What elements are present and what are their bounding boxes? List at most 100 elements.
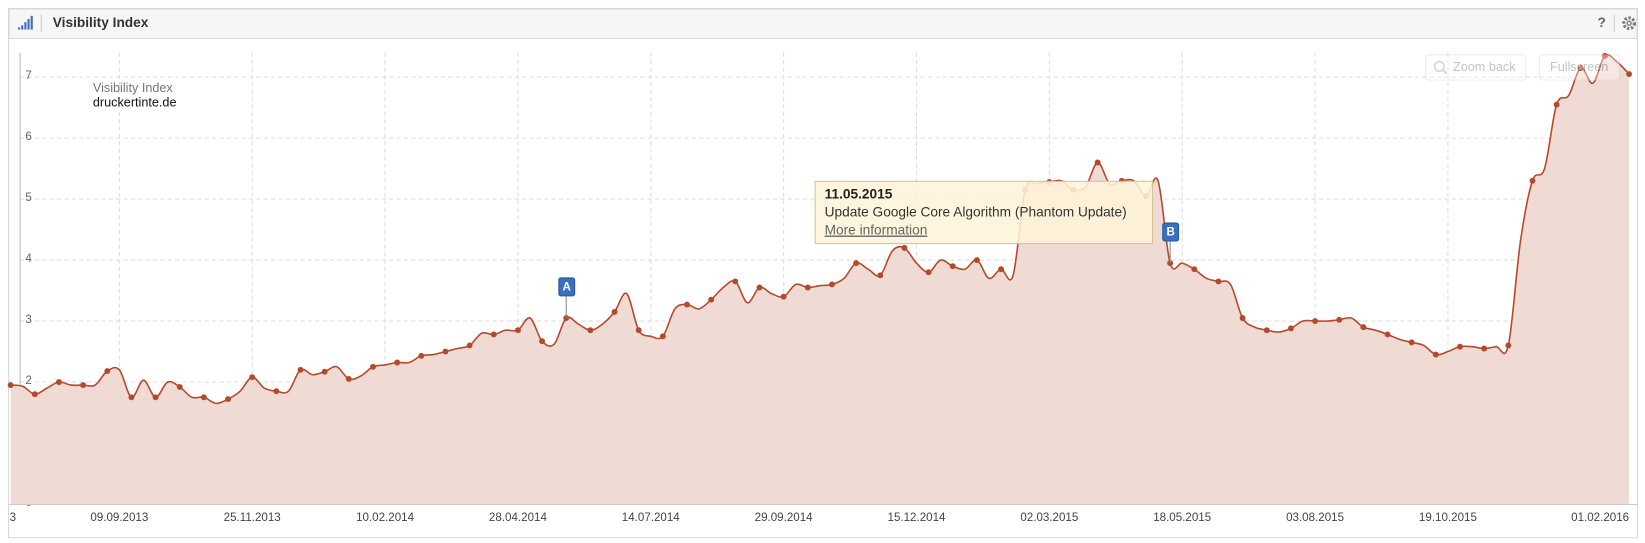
data-point <box>466 342 473 349</box>
area <box>10 54 1630 504</box>
data-point <box>1215 278 1222 285</box>
flag[interactable] <box>558 277 576 297</box>
data-point <box>563 315 570 321</box>
data-point <box>514 327 521 334</box>
y-tick-label: 3 <box>25 314 31 326</box>
data-point <box>1601 52 1608 59</box>
x-tick-label: 01.02.2016 <box>1571 512 1629 524</box>
data-point <box>853 260 860 267</box>
data-point <box>104 368 111 374</box>
x-tick-label: 3 <box>10 512 16 524</box>
data-point <box>176 383 183 390</box>
data-point <box>273 388 280 395</box>
x-tick-label: 19.10.2015 <box>1419 512 1477 524</box>
data-point <box>1094 159 1101 166</box>
help-button[interactable]: ? <box>1597 15 1605 30</box>
y-tick-label: 5 <box>25 192 31 204</box>
data-point <box>1432 351 1439 358</box>
data-point <box>321 368 328 375</box>
tooltip-text: Update Google Core Algorithm (Phantom Up… <box>825 205 1127 220</box>
x-tick-label: 03.08.2015 <box>1286 512 1344 524</box>
data-point <box>345 376 352 382</box>
panel-title: Visibility Index <box>53 15 149 30</box>
settings-button[interactable] <box>1622 16 1636 31</box>
x-tick-label: 29.09.2014 <box>755 512 814 524</box>
data-point <box>1384 331 1391 338</box>
data-point <box>659 333 666 340</box>
fullscreen-label: Fullscreen <box>1550 60 1608 74</box>
data-point <box>1263 327 1270 334</box>
data-point <box>949 263 956 270</box>
data-point <box>418 352 425 359</box>
data-point <box>901 244 908 251</box>
zoom-back-button[interactable] <box>1425 54 1527 81</box>
data-point <box>225 396 231 403</box>
x-tick-label: 14.07.2014 <box>622 512 681 524</box>
chart-icon <box>18 15 33 30</box>
data-point <box>1481 345 1488 352</box>
data-point <box>55 379 62 385</box>
panel-header <box>8 8 1638 40</box>
legend-title: Visibility Index <box>93 81 174 95</box>
x-tick-label: 25.11.2013 <box>224 512 281 524</box>
data-point <box>394 359 401 366</box>
data-point <box>1457 343 1463 350</box>
data-point <box>152 394 159 401</box>
data-point <box>925 269 932 276</box>
data-point <box>442 348 449 355</box>
zoom-icon <box>1433 60 1445 72</box>
x-tick-label: 15.12.2014 <box>888 512 947 524</box>
data-point <box>756 284 763 291</box>
fullscreen-button[interactable] <box>1538 54 1621 81</box>
x-tick-label: 02.03.2015 <box>1020 512 1078 524</box>
data-point <box>490 331 497 338</box>
data-point <box>370 363 376 370</box>
data-point <box>1529 177 1536 184</box>
data-point <box>200 394 207 401</box>
data-point <box>1577 65 1584 71</box>
y-tick-label: 7 <box>25 70 31 82</box>
x-tick-label: 09.09.2013 <box>90 512 148 524</box>
tooltip-box <box>814 180 1154 245</box>
data-point <box>249 374 256 381</box>
data-point <box>7 382 14 389</box>
y-tick-label: 2 <box>25 375 31 387</box>
data-point <box>780 293 787 300</box>
plot: 01234567309.09.201325.11.201310.02.20142… <box>7 52 1638 524</box>
flag[interactable] <box>1162 222 1180 242</box>
data-point <box>828 281 835 288</box>
data-point <box>804 284 811 291</box>
y-tick-label: 4 <box>25 253 32 265</box>
data-point <box>31 391 38 398</box>
zoom-back-label: Zoom back <box>1453 60 1516 74</box>
zoom-icon <box>1441 68 1448 75</box>
data-point <box>1553 101 1560 108</box>
data-point <box>1505 342 1512 349</box>
data-point <box>80 382 87 389</box>
data-point <box>1336 316 1343 323</box>
x-tick-label: 10.02.2014 <box>356 512 415 524</box>
toolbar: Zoom back Fullscreen <box>1425 54 1621 81</box>
data-point <box>297 366 304 373</box>
data-point <box>611 308 618 315</box>
data-point <box>635 327 642 334</box>
data-point <box>1191 266 1198 273</box>
data-point <box>1287 325 1294 332</box>
data-point <box>684 301 690 308</box>
data-point <box>973 257 980 264</box>
data-point <box>1626 71 1633 78</box>
tooltip-link[interactable]: More information <box>825 223 928 238</box>
flag-label: B <box>1166 227 1174 239</box>
data-point <box>587 327 594 334</box>
data-point <box>1239 315 1246 321</box>
legend-item[interactable]: druckertinte.de <box>93 96 177 110</box>
data-point <box>128 394 135 401</box>
data-point <box>1408 339 1415 346</box>
x-tick-label: 18.05.2015 <box>1153 512 1211 524</box>
data-point <box>539 338 546 345</box>
data-point <box>1312 318 1319 324</box>
data-point <box>732 278 739 285</box>
data-point <box>1360 324 1367 331</box>
y-tick-label: 6 <box>25 131 31 143</box>
